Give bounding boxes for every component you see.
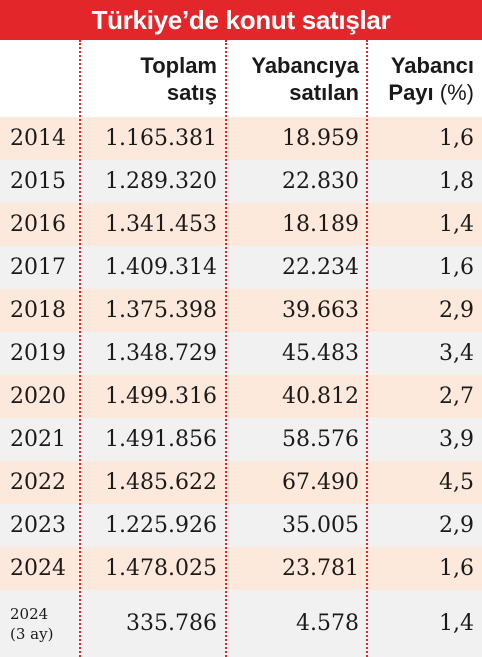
- table-row: 2015 1.289.320 22.830 1,8: [0, 160, 482, 203]
- toplam-satis-cell: 1.348.729: [105, 341, 217, 366]
- table-header: Toplam satış Yabancıya satılan Yabancı P…: [0, 40, 482, 117]
- table-row: 2020 1.499.316 40.812 2,7: [0, 375, 482, 418]
- yabanciya-satilan-cell: 40.812: [282, 384, 359, 409]
- yabanciya-satilan-cell: 18.959: [282, 126, 359, 151]
- header-pay-unit: (%): [439, 79, 474, 105]
- column-divider-1: [79, 40, 81, 657]
- yabanciya-satilan-cell: 22.234: [282, 255, 359, 280]
- yabanciya-satilan-cell: 18.189: [282, 212, 359, 237]
- toplam-satis-cell: 1.375.398: [105, 298, 217, 323]
- year-cell: 2024: [10, 556, 66, 581]
- header-yabanci-payi: Yabancı Payı (%): [368, 40, 474, 117]
- table-row: 2017 1.409.314 22.234 1,6: [0, 246, 482, 289]
- header-pay-line2-wrap: Payı (%): [388, 79, 474, 106]
- yabanci-payi-cell: 4,5: [439, 470, 474, 495]
- yabanci-payi-cell: 1,6: [439, 126, 474, 151]
- year-cell: 2023: [10, 513, 66, 538]
- year-cell: 2024 (3 ay): [10, 590, 53, 657]
- column-divider-3: [366, 40, 368, 657]
- yabanci-payi-cell: 2,9: [439, 298, 474, 323]
- year-cell: 2022: [10, 470, 66, 495]
- yabanciya-satilan-cell: 4.578: [296, 611, 359, 636]
- header-pay-line2: Payı: [388, 79, 434, 105]
- toplam-satis-cell: 1.225.926: [105, 513, 217, 538]
- yabanci-payi-cell: 1,8: [439, 169, 474, 194]
- toplam-satis-cell: 1.491.856: [105, 427, 217, 452]
- year-cell: 2021: [10, 427, 66, 452]
- header-yabanci-line2: satılan: [289, 79, 359, 105]
- toplam-satis-cell: 1.409.314: [105, 255, 217, 280]
- table-row: 2014 1.165.381 18.959 1,6: [0, 117, 482, 160]
- yabanciya-satilan-cell: 45.483: [282, 341, 359, 366]
- year-cell: 2017: [10, 255, 66, 280]
- year-cell: 2014: [10, 126, 66, 151]
- toplam-satis-cell: 1.478.025: [105, 556, 217, 581]
- header-pay-line1: Yabancı: [390, 52, 474, 78]
- table-row: 2024 (3 ay) 335.786 4.578 1,4: [0, 590, 482, 657]
- yabanci-payi-cell: 3,4: [439, 341, 474, 366]
- table-row: 2019 1.348.729 45.483 3,4: [0, 332, 482, 375]
- yabanci-payi-cell: 1,4: [439, 611, 474, 636]
- header-toplam-line1: Toplam: [140, 52, 217, 78]
- year-cell: 2019: [10, 341, 66, 366]
- year-cell: 2018: [10, 298, 66, 323]
- table-row: 2018 1.375.398 39.663 2,9: [0, 289, 482, 332]
- yabanciya-satilan-cell: 23.781: [282, 556, 359, 581]
- yabanciya-satilan-cell: 22.830: [282, 169, 359, 194]
- header-yabanci-line1: Yabancıya: [251, 52, 359, 78]
- year-cell: 2016: [10, 212, 66, 237]
- table-row: 2023 1.225.926 35.005 2,9: [0, 504, 482, 547]
- yabanci-payi-cell: 1,6: [439, 556, 474, 581]
- table-row: 2022 1.485.622 67.490 4,5: [0, 461, 482, 504]
- toplam-satis-cell: 1.485.622: [105, 470, 217, 495]
- yabanciya-satilan-cell: 58.576: [282, 427, 359, 452]
- yabanciya-satilan-cell: 67.490: [282, 470, 359, 495]
- header-yabanciya-satilan: Yabancıya satılan: [227, 40, 359, 117]
- toplam-satis-cell: 1.341.453: [105, 212, 217, 237]
- yabanciya-satilan-cell: 35.005: [282, 513, 359, 538]
- yabanci-payi-cell: 3,9: [439, 427, 474, 452]
- toplam-satis-cell: 1.165.381: [105, 126, 217, 151]
- yabanci-payi-cell: 1,6: [439, 255, 474, 280]
- header-toplam-satis: Toplam satış: [80, 40, 217, 117]
- year-cell: 2015: [10, 169, 66, 194]
- year-sub-label: (3 ay): [10, 624, 54, 643]
- toplam-satis-cell: 1.289.320: [105, 169, 217, 194]
- table-row: 2021 1.491.856 58.576 3,9: [0, 418, 482, 461]
- year-label: 2024: [10, 604, 49, 623]
- toplam-satis-cell: 1.499.316: [105, 384, 217, 409]
- header-toplam-line2: satış: [166, 79, 217, 105]
- yabanci-payi-cell: 2,9: [439, 513, 474, 538]
- table-row: 2016 1.341.453 18.189 1,4: [0, 203, 482, 246]
- year-cell: 2020: [10, 384, 66, 409]
- table-title: Türkiye’de konut satışlar: [0, 0, 482, 40]
- year-cell-stack: 2024 (3 ay): [10, 604, 53, 644]
- toplam-satis-cell: 335.786: [126, 611, 217, 636]
- yabanciya-satilan-cell: 39.663: [282, 298, 359, 323]
- yabanci-payi-cell: 2,7: [439, 384, 474, 409]
- column-divider-2: [225, 40, 227, 657]
- table-row: 2024 1.478.025 23.781 1,6: [0, 547, 482, 590]
- yabanci-payi-cell: 1,4: [439, 212, 474, 237]
